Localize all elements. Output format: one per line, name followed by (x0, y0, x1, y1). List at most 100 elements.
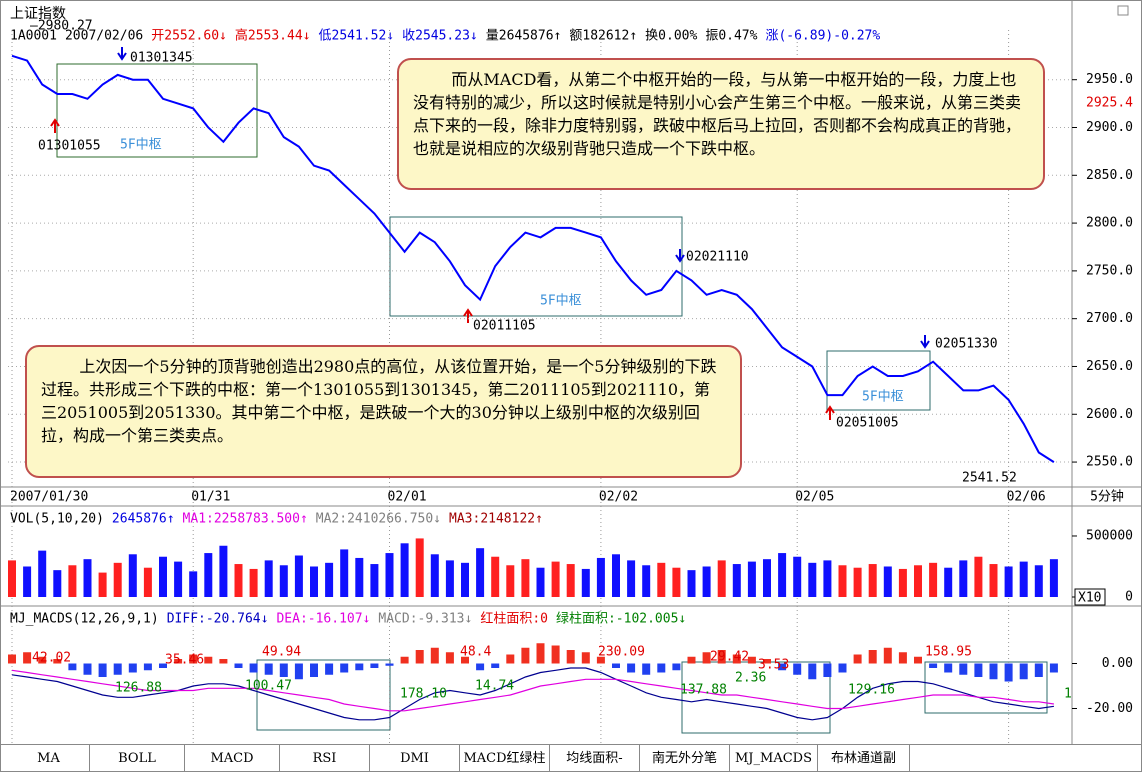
macd-bar (1004, 663, 1013, 682)
volume-bar (989, 564, 998, 597)
legend-item: 额182612↑ (569, 29, 637, 44)
area-label: 35.46 (165, 653, 204, 668)
y-tick-label: 2900.0 (1086, 120, 1133, 135)
volume-bar (551, 561, 560, 597)
volume-bar (204, 553, 213, 597)
volume-bar (868, 564, 877, 597)
tab[interactable]: MJ_MACDS (730, 745, 818, 772)
macd-bar (1049, 663, 1058, 673)
y-tick-label: 0 (1125, 590, 1133, 605)
macd-bar (929, 663, 938, 668)
area-label: 100.47 (245, 679, 292, 694)
volume-bar (763, 559, 771, 597)
tab[interactable]: DMI (370, 745, 460, 772)
volume-bar (98, 572, 107, 597)
volume-bar (8, 560, 16, 597)
y-tick-label: 500000 (1086, 528, 1133, 543)
macd-bar (551, 645, 560, 664)
tab[interactable]: 南无外分笔 (640, 745, 730, 772)
volume-bar (974, 556, 983, 597)
volume-bar (143, 567, 152, 597)
volume-bar (159, 556, 167, 597)
macd-bar (747, 656, 756, 664)
tab[interactable]: RSI (280, 745, 370, 772)
volume-bar (279, 565, 288, 597)
y-tick-label: 2700.0 (1086, 311, 1133, 326)
tab[interactable]: MACD红绿柱 (460, 745, 550, 772)
volume-bar (53, 570, 62, 597)
tab[interactable]: MACD (185, 745, 280, 772)
y-tick-label: 0.00 (1102, 656, 1133, 671)
legend-item: MA2:2410266.750↓ (316, 512, 441, 527)
macd-bar (430, 647, 439, 664)
volume-bar (1049, 559, 1058, 597)
up-arrow (825, 405, 835, 420)
macd-bar (370, 663, 379, 668)
volume-bar (68, 565, 77, 597)
y-tick-label: 2750.0 (1086, 263, 1133, 278)
macd-bar (793, 663, 802, 675)
macd-bar (763, 659, 771, 664)
area-label: 178.10 (400, 687, 447, 702)
annotation: 02011105 (473, 319, 536, 334)
volume-bar (747, 561, 756, 597)
volume-bar (340, 549, 349, 597)
legend-item: 涨(-6.89)-0.27% (765, 29, 880, 44)
annotation: 02021110 (686, 250, 749, 265)
volume-bar (370, 564, 379, 597)
annotation: —2980.27 (30, 19, 93, 34)
x-tick-label: 2007/01/30 (10, 490, 88, 505)
legend-item: 低2541.52↓ (319, 29, 395, 44)
price-line (11, 54, 1055, 463)
macd-bar (219, 659, 228, 664)
volume-bar (38, 550, 47, 597)
area-label: 49.94 (262, 645, 301, 660)
volume-bar (174, 561, 183, 597)
tab[interactable]: BOLL (90, 745, 185, 772)
volume-bar (853, 567, 862, 597)
volume-bar (461, 562, 469, 597)
macd-bar (974, 663, 983, 677)
macd-bar (234, 663, 243, 668)
volume-bar (1019, 561, 1028, 597)
volume-bar (355, 557, 364, 597)
legend-item: 红柱面积:0 (480, 611, 548, 627)
macd-bar (717, 650, 726, 664)
volume-bar (627, 560, 636, 597)
macd-bar (445, 652, 454, 664)
y-tick-label: 2950.0 (1086, 72, 1133, 87)
window-icon[interactable] (1117, 5, 1129, 16)
legend-item: MACD:-9.313↓ (378, 612, 472, 627)
annotation: 5F中枢 (862, 390, 904, 405)
down-arrow (920, 335, 930, 349)
area-label: 1 (1064, 687, 1072, 702)
volume-bar (385, 553, 394, 597)
volume-bar (264, 560, 273, 597)
up-arrow (50, 118, 60, 133)
volume-bar (506, 565, 515, 597)
macd-bar (778, 663, 787, 671)
volume-bar (717, 560, 726, 597)
volume-bar (189, 571, 198, 597)
volume-bar (898, 568, 907, 597)
macd-bar (264, 663, 273, 675)
volume-bar (219, 545, 228, 597)
y-tick-label: 2800.0 (1086, 216, 1133, 231)
volume-bar (732, 564, 741, 597)
tab[interactable]: 布林通道副 (818, 745, 910, 772)
volume-bar (793, 556, 802, 597)
area-label: 42.02 (32, 651, 71, 666)
legend-item: MA3:2148122↑ (449, 512, 543, 527)
tab[interactable]: MA (8, 745, 90, 772)
tab[interactable]: 均线面积- (550, 745, 640, 772)
macd-bar (642, 663, 651, 675)
tab-bar: MA BOLL MACD RSI DMI MACD红绿柱 均线面积- 南无外分笔 MJ_MACD… (0, 744, 1142, 772)
macd-bar (174, 659, 183, 664)
x-tick-label: 01/31 (191, 490, 230, 505)
macd-bar (732, 654, 741, 664)
macd-bar (23, 652, 32, 664)
volume-bar (778, 553, 787, 597)
macd-bar (959, 663, 968, 675)
y-tick-label: 2650.0 (1086, 359, 1133, 374)
